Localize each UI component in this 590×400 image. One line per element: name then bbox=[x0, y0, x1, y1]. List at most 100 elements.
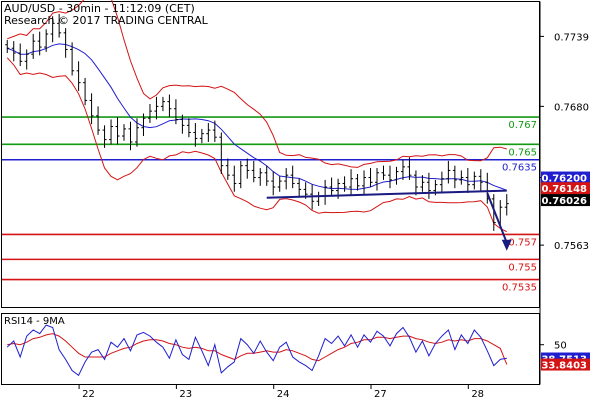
forecast-arrow-head bbox=[501, 239, 512, 251]
candle bbox=[329, 177, 334, 196]
date-tick-label: 23 bbox=[179, 389, 192, 400]
candle bbox=[11, 41, 16, 62]
chart-subtitle: Research © 2017 TRADING CENTRAL bbox=[4, 14, 209, 27]
candle bbox=[368, 168, 373, 188]
candles bbox=[5, 13, 509, 231]
candle bbox=[238, 160, 243, 189]
price-badge-box bbox=[541, 182, 590, 195]
candle bbox=[89, 93, 94, 125]
candle bbox=[394, 166, 399, 185]
candle bbox=[50, 16, 55, 43]
candle bbox=[504, 194, 509, 216]
level-label-support-2: 0.755 bbox=[508, 262, 537, 273]
candle bbox=[70, 42, 75, 76]
price-badge-box bbox=[541, 171, 590, 184]
rsi-lines: 5038.751333.8403 bbox=[6, 324, 590, 377]
candle bbox=[186, 118, 191, 138]
price-badge: 0.76026 bbox=[541, 194, 590, 207]
candle bbox=[232, 165, 237, 192]
candle bbox=[5, 39, 10, 53]
candle bbox=[439, 171, 444, 193]
level-label-resistance-1: 0.765 bbox=[508, 147, 537, 158]
candle bbox=[76, 61, 81, 91]
candle bbox=[63, 28, 68, 58]
level-label-resistance-2: 0.767 bbox=[508, 120, 537, 131]
candle bbox=[219, 132, 224, 174]
rsi-badge-box bbox=[541, 358, 590, 371]
candle bbox=[478, 169, 483, 191]
candle bbox=[316, 191, 321, 206]
level-label-pivot: 0.7635 bbox=[502, 163, 537, 174]
candle bbox=[251, 160, 256, 183]
candle bbox=[122, 124, 127, 141]
candle bbox=[342, 176, 347, 192]
price-panel-frame bbox=[1, 1, 540, 308]
candle bbox=[349, 169, 354, 196]
forecast-arrow-shaft bbox=[486, 192, 508, 244]
candle bbox=[37, 31, 42, 56]
rsi-title: RSI14 - 9MA bbox=[4, 316, 65, 327]
candle bbox=[193, 122, 198, 147]
price-badge: 0.76148 bbox=[541, 182, 590, 195]
candle bbox=[115, 117, 120, 145]
candle bbox=[258, 168, 263, 186]
date-tick-label: 27 bbox=[374, 389, 387, 400]
rsi-ma-line bbox=[7, 333, 508, 365]
candle bbox=[128, 121, 133, 151]
candle bbox=[355, 173, 360, 191]
rsi-line bbox=[6, 324, 507, 377]
candle bbox=[452, 165, 457, 189]
date-tick-label: 28 bbox=[471, 389, 484, 400]
date-tick-label: 22 bbox=[82, 389, 95, 400]
candle bbox=[413, 170, 418, 196]
candle bbox=[387, 165, 392, 189]
candle bbox=[96, 106, 101, 135]
lower-band-line bbox=[6, 57, 508, 233]
candle bbox=[44, 29, 49, 52]
candle bbox=[57, 13, 62, 38]
annotations bbox=[266, 189, 512, 251]
candle bbox=[212, 120, 217, 142]
price-tick-label: 0.7563 bbox=[554, 241, 589, 252]
price-badge-box bbox=[541, 194, 590, 207]
price-tick-label: 0.7739 bbox=[554, 32, 589, 43]
price-badge-label: 0.76148 bbox=[541, 184, 587, 195]
candle bbox=[206, 122, 211, 142]
candle bbox=[102, 125, 107, 148]
candle bbox=[225, 158, 230, 180]
date-tick-label: 24 bbox=[277, 389, 290, 400]
candle bbox=[147, 104, 152, 123]
moving-average-line bbox=[7, 43, 507, 191]
candle bbox=[290, 165, 295, 189]
candle bbox=[18, 43, 23, 67]
level-label-support-1: 0.757 bbox=[508, 237, 537, 248]
candle bbox=[31, 34, 36, 59]
candle bbox=[472, 171, 477, 190]
candle bbox=[141, 113, 146, 137]
candle bbox=[426, 172, 431, 199]
bollinger-bands bbox=[6, 0, 508, 233]
candle bbox=[245, 158, 250, 179]
candle bbox=[446, 160, 451, 184]
date-axis-ticks: 22 23 24 27 28 bbox=[78, 384, 484, 400]
candle bbox=[271, 171, 276, 196]
candle bbox=[297, 178, 302, 198]
candle bbox=[375, 168, 380, 191]
candle bbox=[109, 119, 114, 145]
candle bbox=[24, 49, 29, 70]
candle bbox=[284, 168, 289, 190]
candle bbox=[134, 118, 139, 147]
candle bbox=[420, 175, 425, 192]
candle bbox=[199, 128, 204, 144]
candle bbox=[83, 77, 88, 106]
chart-title: AUD/USD - 30min - 11:12:09 (CET) bbox=[4, 2, 195, 15]
candle bbox=[173, 99, 178, 125]
rsi-panel-frame bbox=[1, 313, 540, 385]
candle bbox=[459, 170, 464, 185]
candle bbox=[264, 165, 269, 186]
candle bbox=[160, 96, 165, 112]
candle bbox=[465, 168, 470, 193]
level-label-support-3: 0.7535 bbox=[502, 283, 537, 294]
